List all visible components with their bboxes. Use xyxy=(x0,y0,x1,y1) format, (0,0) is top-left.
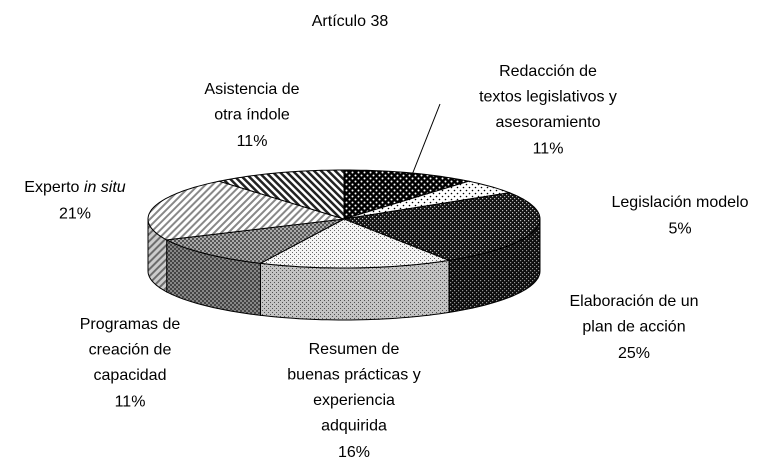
label-word: experiencia xyxy=(313,392,395,409)
slice xyxy=(258,218,451,269)
label-word: plan xyxy=(582,319,612,336)
slice-label: Legislación modelo xyxy=(612,194,749,211)
label-word: Legislación xyxy=(612,194,692,211)
leader-line xyxy=(409,103,441,181)
label-word: índole xyxy=(242,107,290,124)
label-word: de xyxy=(613,319,635,336)
label-word: situ xyxy=(96,179,125,196)
label-word: de xyxy=(149,342,171,359)
value-label: 11% xyxy=(237,133,268,150)
label-word: Experto xyxy=(24,179,79,196)
value-label: 25% xyxy=(618,345,650,362)
label-word: Elaboración xyxy=(570,293,655,310)
slice-label: Programas de creación de capacidad xyxy=(80,316,181,384)
label-word: buenas xyxy=(287,367,340,384)
label-word: creación xyxy=(89,342,149,359)
label-word: otra xyxy=(214,107,242,124)
slice-label: Experto in situ xyxy=(24,179,125,196)
label-word: modelo xyxy=(692,194,749,211)
slice-label: Redacción de textos legislativos y asesora… xyxy=(479,63,617,131)
slice-label: Asistencia de otra índole xyxy=(204,81,299,124)
label-word: de xyxy=(575,63,597,80)
label-word: de xyxy=(277,81,299,98)
label-word: acción xyxy=(635,319,686,336)
label-word: y xyxy=(408,367,420,384)
label-word: legislativos xyxy=(522,89,605,106)
label-word: un xyxy=(676,293,698,310)
value-label: 11% xyxy=(533,141,564,158)
slice-side-shade xyxy=(166,239,261,316)
slice xyxy=(343,169,470,220)
value-label: 16% xyxy=(338,444,370,461)
value-label: 21% xyxy=(59,206,91,223)
label-word: textos xyxy=(479,89,522,106)
label-word: de xyxy=(377,341,399,358)
value-label: 5% xyxy=(668,221,691,238)
label-word: in xyxy=(79,179,96,196)
label-word: Redacción xyxy=(499,63,575,80)
label-word: y xyxy=(604,89,616,106)
label-word: Programas xyxy=(80,316,158,333)
label-word: prácticas xyxy=(340,367,408,384)
label-word: capacidad xyxy=(94,367,167,384)
slice xyxy=(164,218,345,264)
slice xyxy=(218,169,345,220)
slice-side-shade xyxy=(260,260,449,320)
label-word: adquirida xyxy=(321,418,387,435)
label-word: de xyxy=(654,293,676,310)
slice-label: Resumen de buenas prácticas y experiencia a… xyxy=(287,341,420,435)
slice-label: Elaboración de un plan de acción xyxy=(570,293,699,336)
slice xyxy=(343,180,510,220)
value-label: 11% xyxy=(115,394,146,411)
label-word: asesoramiento xyxy=(496,114,601,131)
label-word: Asistencia xyxy=(204,81,277,98)
slice xyxy=(147,180,345,241)
chart-title: Artículo 38 xyxy=(312,13,389,30)
label-word: de xyxy=(158,316,180,333)
slice xyxy=(342,192,541,261)
label-word: Resumen xyxy=(309,341,377,358)
